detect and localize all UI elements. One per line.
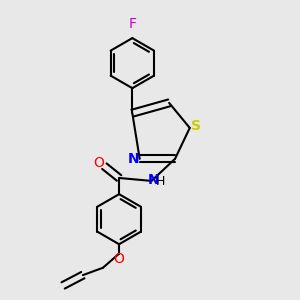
Text: O: O bbox=[93, 156, 104, 170]
Text: F: F bbox=[128, 17, 136, 31]
Text: S: S bbox=[191, 119, 201, 134]
Text: H: H bbox=[156, 175, 165, 188]
Text: N: N bbox=[128, 152, 140, 166]
Text: O: O bbox=[114, 252, 124, 266]
Text: N: N bbox=[148, 173, 160, 187]
